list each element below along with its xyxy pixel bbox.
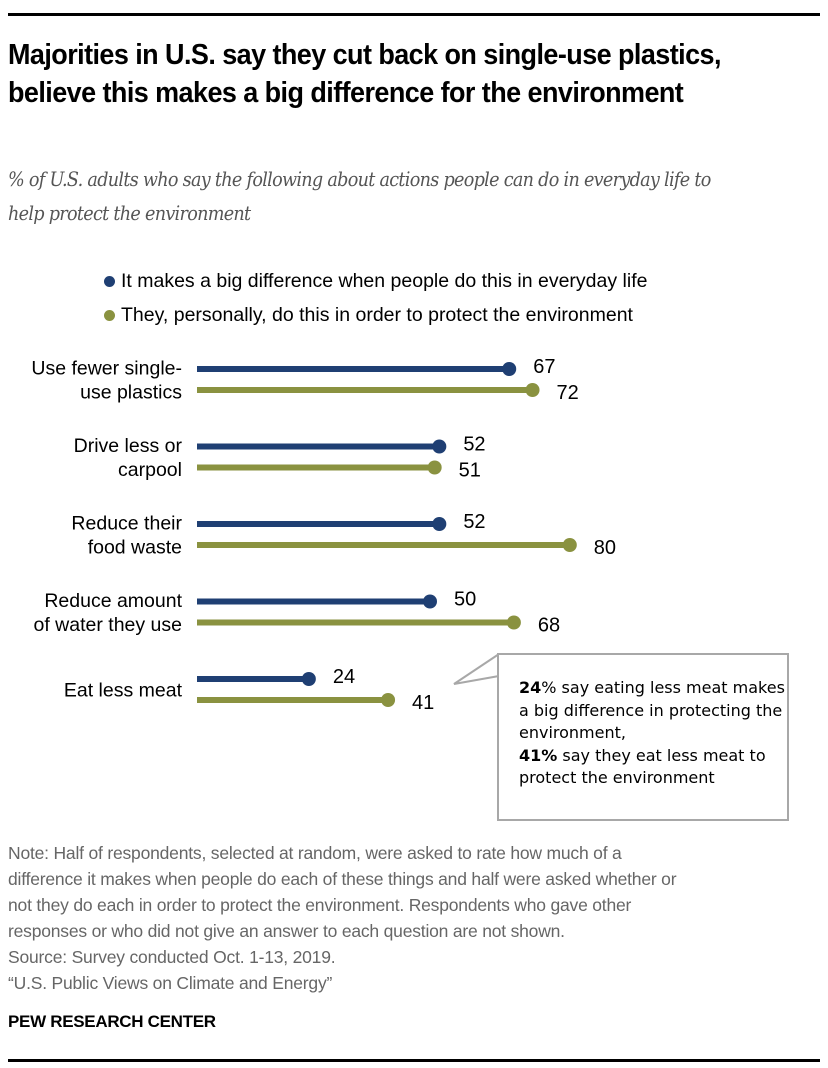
bar-personally-do [197,464,435,471]
bar-personally-do [197,542,570,548]
bar-big-difference [197,598,430,605]
callout-text-2: say they eat less meat to protect the en… [519,745,766,788]
category-label: food waste [88,537,182,559]
dot-personally-do [506,615,521,630]
bar-big-difference [197,521,440,527]
value-label-big-difference: 50 [454,589,476,611]
category-label: Drive less or [74,435,183,457]
dot-personally-do [525,383,540,397]
notes: Note: Half of respondents, selected at r… [8,840,828,996]
dot-big-difference [301,672,316,686]
dot-personally-do [381,693,396,707]
legend-dot-personally-do [104,309,115,321]
legend: It makes a big difference when people do… [104,264,647,332]
callout-text-1: say eating less meat makes a big differe… [519,678,785,742]
note-line: difference it makes when people do each … [8,869,677,889]
legend-dot-big-difference [104,275,115,287]
legend-item-personally-do: They, personally, do this in order to pr… [104,298,647,332]
callout-bold-24: 24 [519,678,542,697]
chart-subtitle: % of U.S. adults who say the following a… [8,167,711,225]
dot-big-difference [502,362,517,376]
dot-big-difference [423,594,437,609]
category-label: Reduce their [71,513,182,535]
chart-title: Majorities in U.S. say they cut back on … [8,39,721,109]
bar-big-difference [197,676,309,682]
dot-personally-do [427,460,442,475]
report-title: “U.S. Public Views on Climate and Energy… [8,973,333,993]
legend-label-big-difference: It makes a big difference when people do… [121,270,648,292]
value-label-big-difference: 24 [333,666,355,688]
dot-big-difference [432,517,447,531]
note-line: not they do each in order to protect the… [8,895,632,915]
callout-pct-1: % [541,678,557,697]
annotation-callout: 24% say eating less meat makes a big dif… [497,653,789,821]
value-label-big-difference: 52 [463,434,485,456]
value-label-personally-do: 68 [538,615,560,637]
category-label: carpool [118,459,182,481]
dot-personally-do [562,538,577,552]
note-line: Note: Half of respondents, selected at r… [8,843,622,863]
bar-big-difference [197,366,510,372]
top-rule [8,13,820,16]
dot-big-difference [432,439,447,454]
bottom-rule [8,1059,820,1062]
value-label-personally-do: 72 [557,382,579,404]
legend-label-personally-do: They, personally, do this in order to pr… [121,304,633,326]
value-label-personally-do: 41 [412,692,434,714]
value-label-big-difference: 67 [533,356,555,378]
category-label: Reduce amount [44,590,182,612]
category-label: use plastics [80,382,182,404]
category-label: Eat less meat [64,680,183,702]
bar-big-difference [197,443,440,450]
note-line: responses or who did not give an answer … [8,921,565,941]
category-label: Use fewer single- [31,358,182,380]
brand-logo-text: PEW RESEARCH CENTER [8,1012,216,1031]
legend-item-big-difference: It makes a big difference when people do… [104,264,647,298]
callout-pointer-shape [453,653,500,685]
value-label-personally-do: 51 [459,460,481,482]
callout-bold-41: 41% [519,745,558,765]
category-label: of water they use [34,614,183,636]
value-label-personally-do: 80 [594,537,616,559]
category-group: Eat less meat 24 41 [64,666,434,714]
bar-personally-do [197,387,533,393]
bar-personally-do [197,697,389,703]
value-label-big-difference: 52 [463,511,485,533]
bar-personally-do [197,619,514,626]
callout-text: 24% say eating less meat makes a big dif… [519,677,789,790]
source-line: Source: Survey conducted Oct. 1-13, 2019… [8,947,336,967]
callout-pointer [453,653,500,685]
